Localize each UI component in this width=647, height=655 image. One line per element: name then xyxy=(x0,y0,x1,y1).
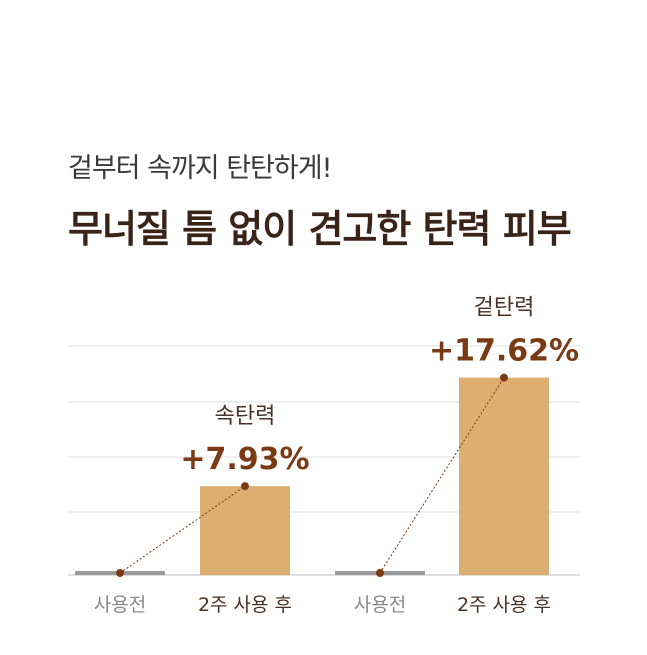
x-tick-label: 2주 사용 후 xyxy=(457,594,551,616)
bars xyxy=(75,377,549,575)
series-label: 속탄력 xyxy=(215,404,276,429)
trend-lines xyxy=(116,373,508,577)
data-point xyxy=(116,569,124,577)
page-title: 무너질 틈 없이 견고한 탄력 피부 xyxy=(68,207,572,251)
bar-after xyxy=(459,377,549,575)
x-tick-label: 2주 사용 후 xyxy=(198,594,292,616)
trend-line xyxy=(379,377,505,574)
bar-after xyxy=(200,486,290,575)
x-tick-label: 사용전 xyxy=(94,594,146,616)
data-point xyxy=(500,373,508,382)
value-label: +7.93% xyxy=(180,442,309,477)
data-point xyxy=(376,569,384,577)
subtitle: 겉부터 속까지 탄탄하게! xyxy=(68,153,332,184)
x-tick-label: 사용전 xyxy=(354,594,406,616)
series-label: 겉탄력 xyxy=(474,296,535,321)
value-label: +17.62% xyxy=(429,334,579,369)
data-point xyxy=(241,482,249,491)
trend-line xyxy=(119,485,246,574)
